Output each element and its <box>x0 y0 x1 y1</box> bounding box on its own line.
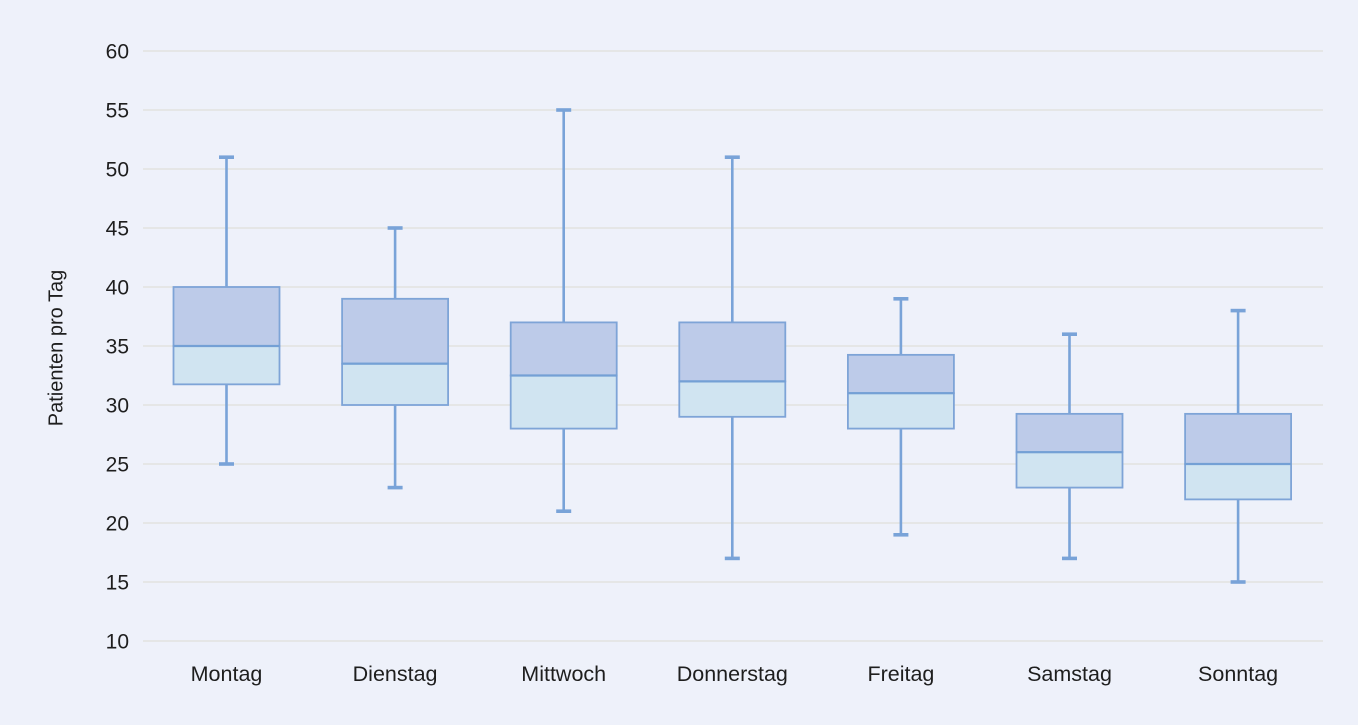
lower-quartile-box <box>1015 451 1124 489</box>
box-montag <box>172 155 281 466</box>
lower-quartile-box <box>509 374 618 430</box>
x-category-label-montag: Montag <box>191 662 263 686</box>
lower-quartile-box <box>172 345 281 386</box>
y-tick-label-40: 40 <box>106 277 129 300</box>
box-samstag <box>1015 332 1124 561</box>
lower-quartile-box <box>678 380 787 418</box>
y-tick-label-20: 20 <box>106 513 129 536</box>
box-mittwoch <box>509 108 618 514</box>
x-category-label-donnerstag: Donnerstag <box>677 662 788 686</box>
y-tick-label-55: 55 <box>106 100 129 123</box>
x-category-label-sonntag: Sonntag <box>1198 662 1278 686</box>
y-tick-label-25: 25 <box>106 454 129 477</box>
x-category-label-mittwoch: Mittwoch <box>521 662 606 686</box>
y-tick-label-45: 45 <box>106 218 129 241</box>
y-axis-tick-labels: 60 55 50 45 40 35 30 25 20 15 10 <box>106 41 129 654</box>
x-category-label-dienstag: Dienstag <box>353 662 438 686</box>
y-tick-label-35: 35 <box>106 336 129 359</box>
upper-quartile-box <box>678 321 787 383</box>
lower-quartile-box <box>847 392 955 430</box>
x-axis-labels: Montag Dienstag Mittwoch Donnerstag Freitag S… <box>191 662 1279 686</box>
box-donnerstag <box>678 155 787 561</box>
box-freitag <box>847 296 955 537</box>
lower-quartile-box <box>1184 463 1292 501</box>
y-tick-label-15: 15 <box>106 572 129 595</box>
y-tick-label-50: 50 <box>106 159 129 182</box>
upper-quartile-box <box>1015 412 1124 454</box>
upper-quartile-box <box>341 297 450 365</box>
y-tick-label-60: 60 <box>106 41 129 64</box>
upper-quartile-box <box>172 286 281 347</box>
y-axis-title: Patienten pro Tag <box>45 269 68 427</box>
upper-quartile-box <box>1184 412 1292 465</box>
box-sonntag <box>1184 308 1292 584</box>
y-tick-label-10: 10 <box>106 631 129 654</box>
x-category-label-freitag: Freitag <box>867 662 934 686</box>
upper-quartile-box <box>847 353 955 395</box>
upper-quartile-box <box>509 321 618 377</box>
x-category-label-samstag: Samstag <box>1027 662 1112 686</box>
lower-quartile-box <box>341 362 450 406</box>
box-dienstag <box>341 226 450 490</box>
y-tick-label-30: 30 <box>106 395 129 418</box>
